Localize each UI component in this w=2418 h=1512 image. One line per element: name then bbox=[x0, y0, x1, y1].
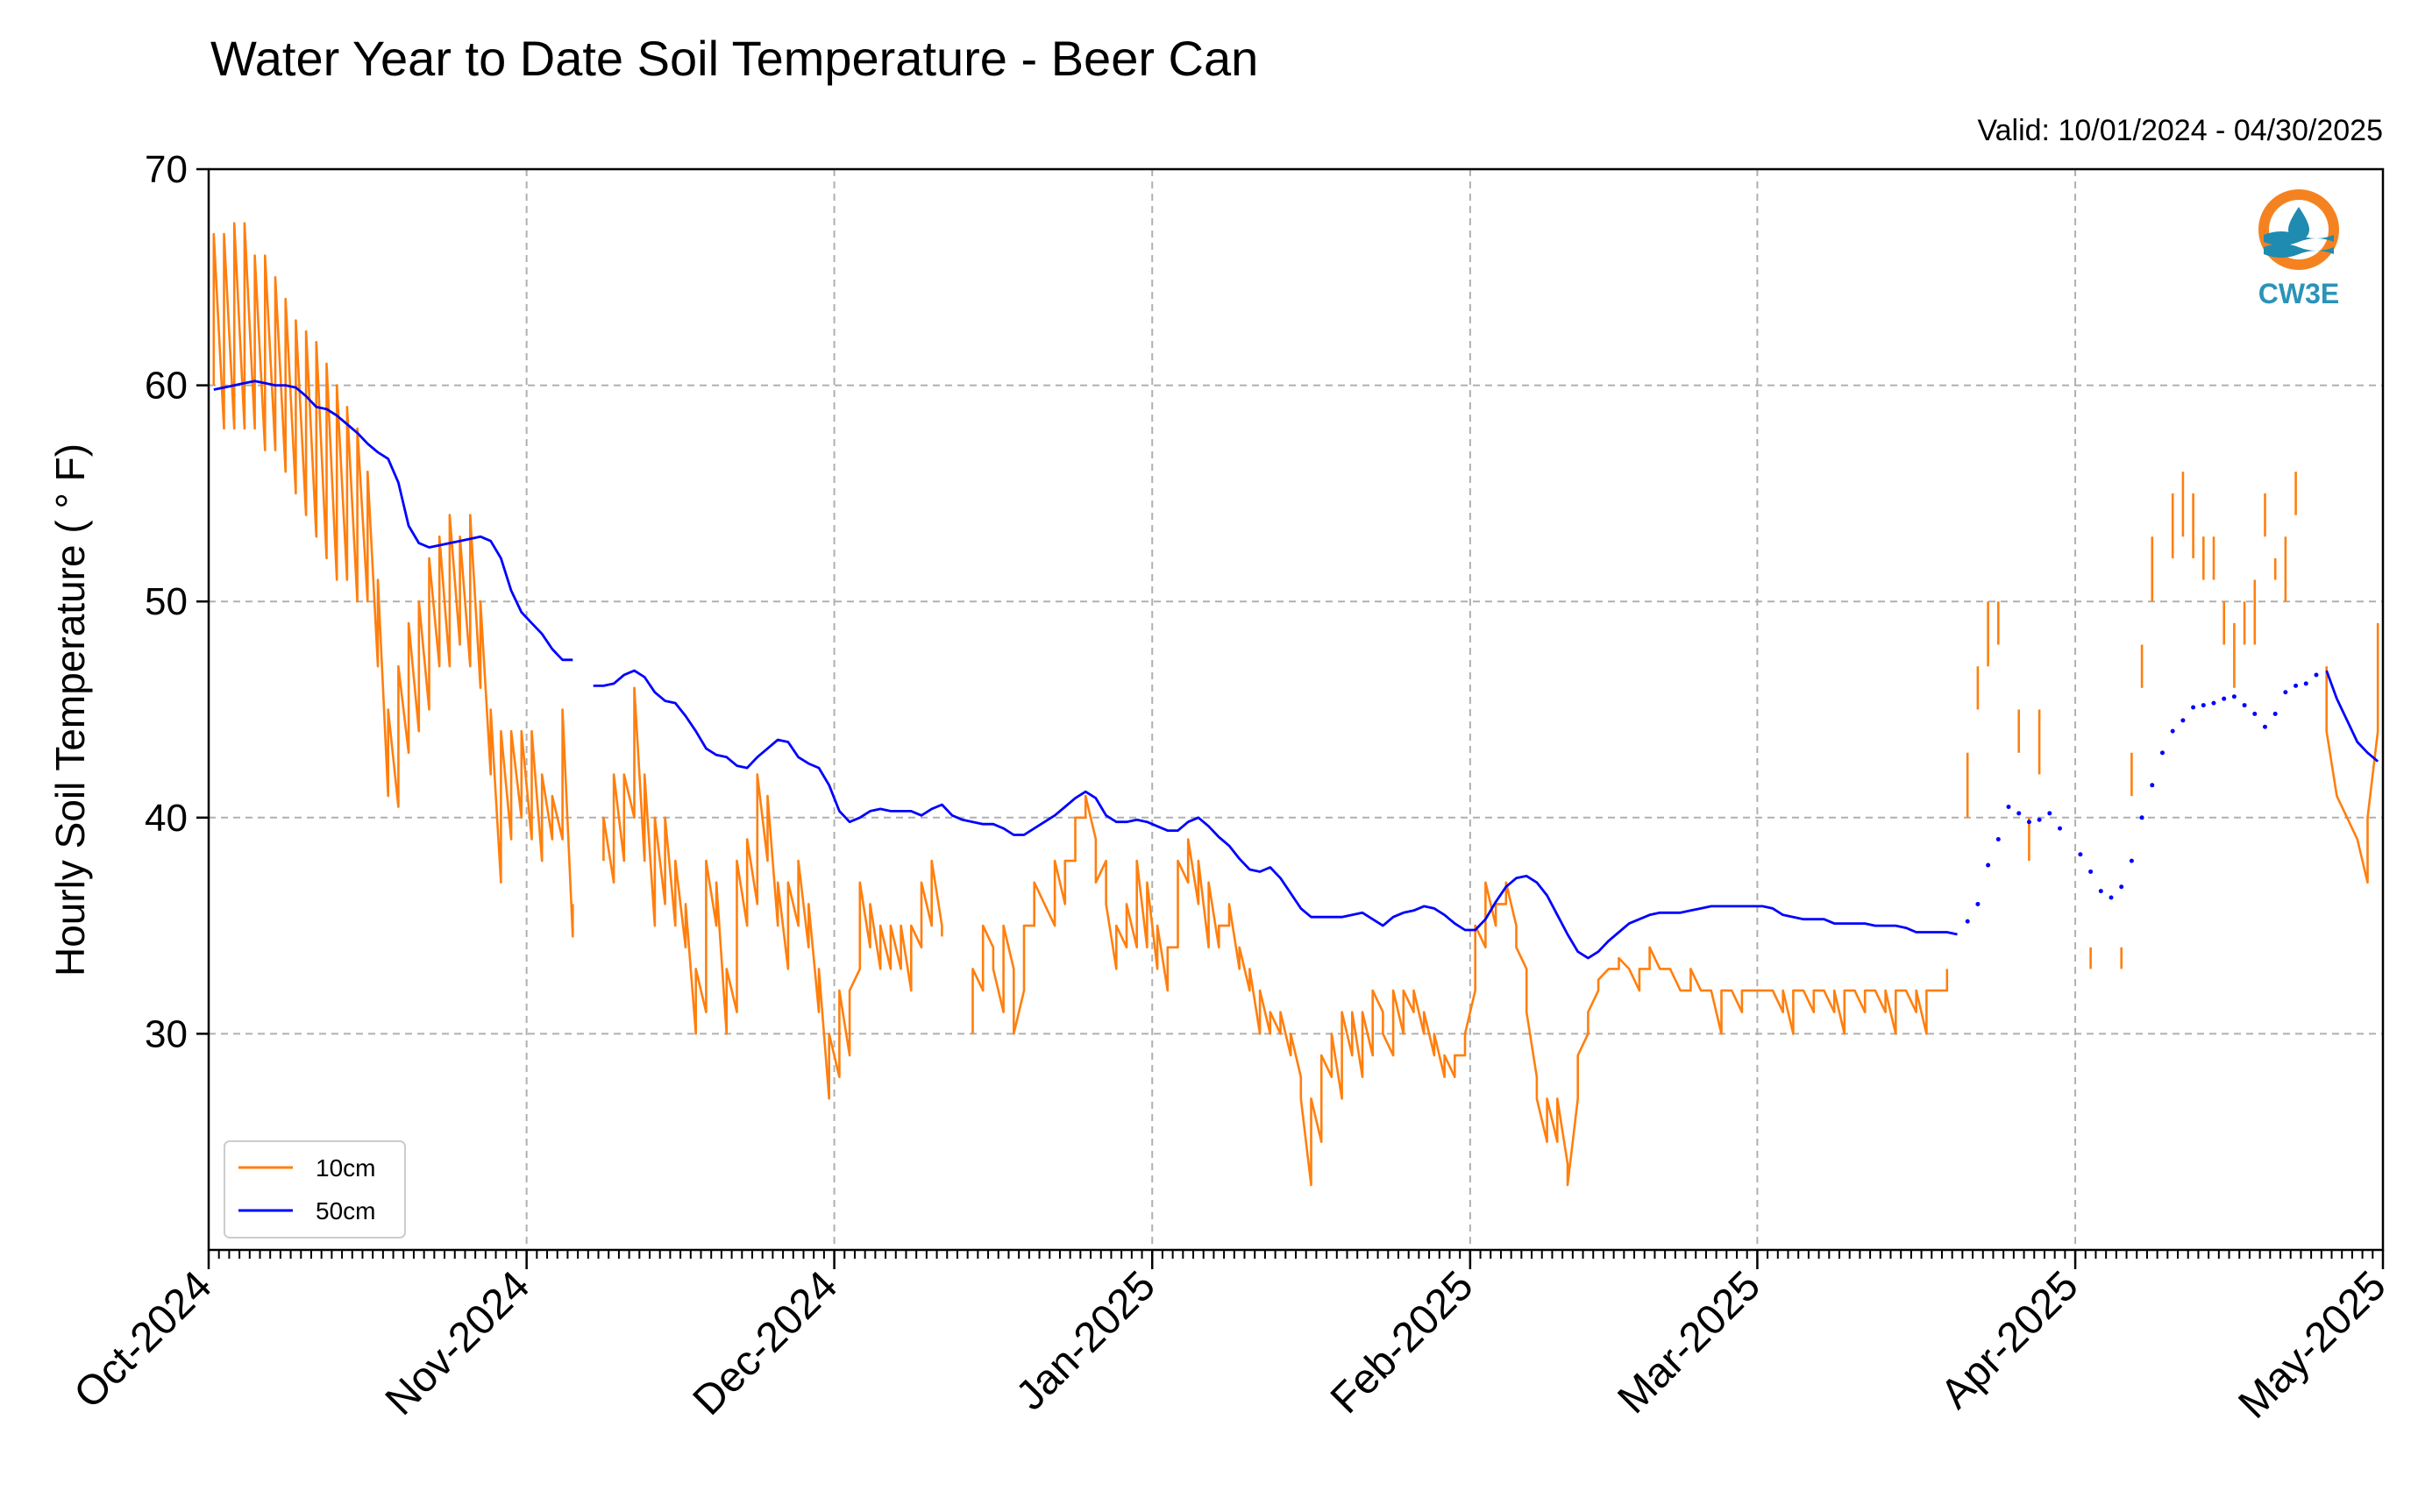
series-50cm-point bbox=[2231, 694, 2237, 699]
series-50cm-point bbox=[2211, 700, 2216, 706]
series-50cm-point bbox=[2222, 696, 2227, 701]
series-50cm-point bbox=[2303, 681, 2308, 686]
series-50cm-point bbox=[2294, 683, 2299, 688]
series-50cm-point bbox=[2191, 705, 2196, 710]
water-drop-icon bbox=[2288, 207, 2309, 240]
series-50cm-point bbox=[1975, 901, 1981, 906]
legend-label-10cm: 10cm bbox=[316, 1154, 375, 1182]
y-tick-label: 50 bbox=[145, 580, 188, 623]
series-10cm-line bbox=[602, 686, 943, 1100]
series-50cm-point bbox=[2037, 817, 2042, 822]
series-50cm-point bbox=[2242, 703, 2247, 708]
series-50cm-point bbox=[2252, 711, 2258, 716]
logo-text: CW3E bbox=[2258, 278, 2339, 309]
series-50cm-point bbox=[2170, 728, 2175, 734]
series-50cm-point bbox=[2262, 724, 2267, 729]
logo-wave-2 bbox=[2264, 244, 2334, 258]
series-50cm-point bbox=[2201, 703, 2206, 708]
series-50cm-line bbox=[2325, 670, 2379, 763]
series-50cm-point bbox=[2283, 690, 2288, 695]
y-tick-label: 70 bbox=[145, 148, 188, 191]
series-50cm-point bbox=[2047, 811, 2052, 816]
series-50cm-point bbox=[2129, 858, 2134, 863]
y-tick-label: 40 bbox=[145, 797, 188, 840]
legend-label-50cm: 50cm bbox=[316, 1197, 375, 1225]
series-10cm-line bbox=[212, 222, 574, 938]
y-axis: 30 40 50 60 70 bbox=[145, 148, 209, 1055]
y-tick-label: 60 bbox=[145, 365, 188, 408]
series-50cm-point bbox=[2109, 895, 2114, 900]
legend: 10cm 50cm bbox=[224, 1140, 406, 1239]
chart-title: Water Year to Date Soil Temperature - Be… bbox=[210, 31, 1258, 86]
series-50cm-point bbox=[2150, 783, 2155, 788]
y-tick-label: 30 bbox=[145, 1012, 188, 1055]
cw3e-logo: CW3E bbox=[2258, 189, 2339, 309]
series-50cm-point bbox=[2078, 852, 2083, 857]
series-50cm-point bbox=[1986, 862, 1991, 868]
series-50cm-point bbox=[2026, 820, 2031, 825]
valid-range-text: Valid: 10/01/2024 - 04/30/2025 bbox=[1977, 114, 2383, 147]
legend-box bbox=[224, 1140, 406, 1239]
series-50cm-point bbox=[2314, 672, 2319, 678]
series-50cm-point bbox=[2159, 750, 2165, 756]
y-axis-label: Hourly Soil Temperature ( ° F) bbox=[47, 444, 93, 976]
series-50cm-point bbox=[2058, 826, 2063, 831]
series-50cm-point bbox=[2119, 884, 2124, 890]
series-10cm-line bbox=[971, 794, 1949, 1187]
series-50cm-point bbox=[2006, 804, 2011, 809]
data-series bbox=[212, 222, 2379, 1187]
series-50cm-point bbox=[1965, 919, 1970, 924]
series-50cm-point bbox=[2180, 718, 2186, 723]
series-50cm-point bbox=[2098, 889, 2103, 894]
series-50cm-point bbox=[2272, 711, 2278, 716]
series-50cm-point bbox=[2139, 815, 2144, 820]
series-50cm-line bbox=[213, 380, 573, 662]
series-50cm-point bbox=[2016, 811, 2022, 816]
series-50cm-point bbox=[2088, 869, 2094, 874]
series-50cm-point bbox=[1995, 836, 2001, 841]
series-50cm-line bbox=[593, 669, 1958, 960]
